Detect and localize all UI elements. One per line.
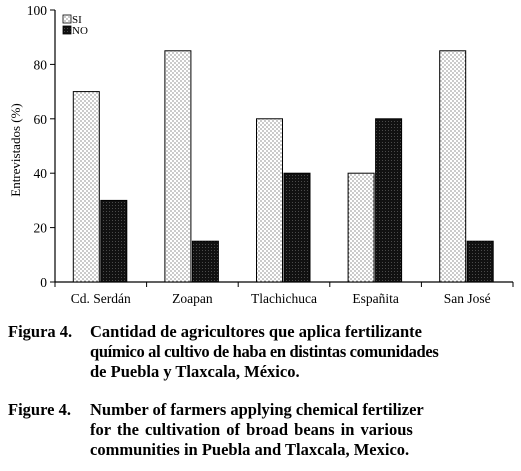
bars [72, 50, 494, 283]
x-tick-label: San José [444, 291, 491, 306]
bar-no [375, 118, 403, 283]
bar-si [164, 50, 192, 283]
bar-si [72, 91, 100, 283]
caption-es-line-2: químico al cultivo de haba en distintas … [90, 342, 439, 361]
bar-no [283, 172, 311, 283]
y-tick-label: 100 [27, 3, 48, 18]
bar-si [347, 172, 375, 283]
axes [50, 9, 514, 287]
legend-swatch-si [62, 14, 72, 24]
bar-si [256, 118, 283, 283]
caption-en-line-2: for the cultivation of broad beans in va… [90, 420, 413, 439]
legend-label-si: SI [72, 14, 82, 26]
y-tick-label: 40 [34, 166, 48, 181]
bar-si [439, 50, 467, 283]
caption-en-label: Figure 4. [8, 400, 71, 419]
bar-no [191, 240, 219, 283]
x-tick-label: Tlachichuca [251, 291, 317, 306]
caption-es-line-1: Cantidad de agricultores que aplica fert… [90, 322, 422, 341]
legend-label-no: NO [72, 25, 88, 37]
y-tick-label: 80 [34, 57, 48, 72]
caption-es-label: Figura 4. [8, 322, 73, 341]
y-axis-label: Entrevistados (%) [8, 103, 23, 197]
y-tick-label: 0 [40, 275, 47, 290]
x-tick-label: Zoapan [172, 291, 213, 306]
y-tick-label: 60 [34, 112, 48, 127]
bar-no [466, 240, 494, 283]
caption-en-line-1: Number of farmers applying chemical fert… [90, 400, 424, 419]
bar-no [100, 199, 128, 283]
legend-swatch-no [62, 25, 72, 35]
tick-labels: 0 20 40 60 80 100 Cd. Serdán Zoapan Tlachichuca E… [27, 3, 491, 306]
caption-en-line-3: communities in Puebla and Tlaxcala, Mexi… [90, 440, 410, 459]
x-tick-label: Españita [352, 291, 399, 306]
bar-chart: 0 20 40 60 80 100 Cd. Serdán Zoapan Tlachichuca E… [8, 3, 514, 306]
x-tick-label: Cd. Serdán [71, 291, 131, 306]
y-tick-label: 20 [34, 221, 48, 236]
caption-es-line-3: de Puebla y Tlaxcala, México. [90, 362, 300, 381]
